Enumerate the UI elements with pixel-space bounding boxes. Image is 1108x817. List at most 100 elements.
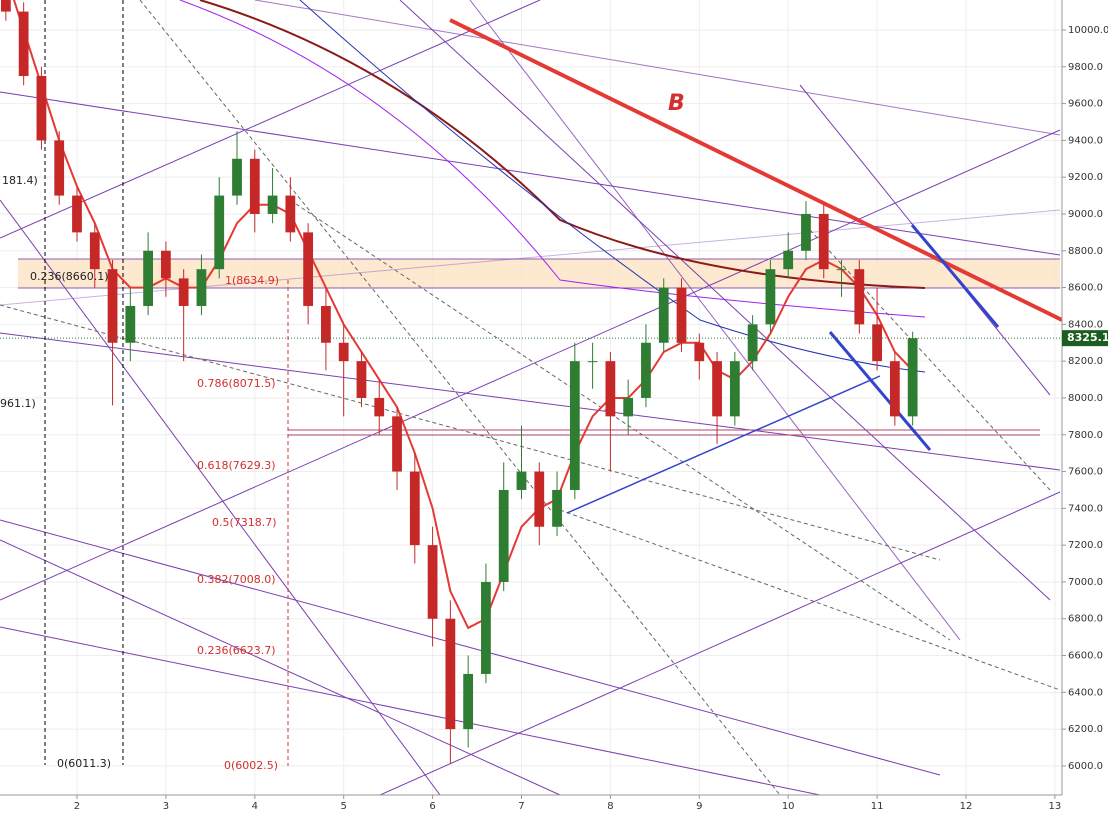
candle-body	[232, 158, 242, 196]
y-tick-label: 7400.0	[1068, 503, 1103, 514]
candle-body	[605, 361, 616, 417]
candle-body	[214, 195, 225, 270]
x-tick-label: 11	[871, 801, 884, 812]
candle-body	[267, 195, 278, 214]
candle-body	[481, 581, 491, 674]
y-tick-label: 7200.0	[1068, 540, 1103, 551]
candle-body	[18, 11, 29, 76]
annotation: 0.5(7318.7)	[212, 516, 277, 529]
candle-body	[196, 269, 207, 306]
y-tick-label: 6800.0	[1068, 614, 1103, 625]
dashed-lines	[0, 0, 1061, 796]
candle-body	[463, 673, 474, 730]
main-trendline	[449, 18, 1063, 322]
candle-body	[0, 0, 11, 12]
blue-trendline	[566, 375, 881, 514]
x-tick-label: 9	[696, 801, 702, 812]
purple-ma	[179, 0, 926, 318]
candle-body	[712, 361, 722, 417]
annotation: 0(6002.5)	[224, 759, 278, 772]
candle-body	[143, 250, 153, 306]
y-tick-label: 6200.0	[1068, 724, 1103, 735]
candle-body	[36, 75, 47, 141]
annotation: 0.382(7008.0)	[197, 573, 276, 586]
x-tick-label: 6	[429, 801, 435, 812]
y-tick-label: 9800.0	[1068, 62, 1103, 73]
candle-body	[303, 232, 314, 306]
candle-body	[374, 397, 385, 417]
candle-body	[783, 250, 794, 270]
x-tick-label: 4	[252, 801, 258, 812]
candle-body	[872, 324, 882, 362]
candle-body	[125, 305, 136, 343]
candle-body	[587, 361, 598, 363]
y-tick-label: 6000.0	[1068, 761, 1103, 772]
grid	[0, 0, 1062, 795]
candle-body	[641, 342, 651, 398]
annotation: B	[668, 91, 685, 116]
candle-body	[338, 342, 349, 362]
candle-body	[658, 287, 669, 343]
y-tick-label: 7000.0	[1068, 577, 1103, 588]
y-tick-label: 6400.0	[1068, 687, 1103, 698]
candle-body	[836, 269, 847, 271]
candle-body	[107, 269, 118, 343]
annotation: 181.4)	[2, 174, 38, 187]
candle-body	[72, 195, 82, 233]
x-tick-label: 3	[163, 801, 169, 812]
y-tick-label: 8600.0	[1068, 283, 1103, 294]
candle-body	[765, 269, 776, 325]
x-tick-label: 12	[960, 801, 973, 812]
y-tick-label: 8400.0	[1068, 319, 1103, 330]
y-tick-label: 6600.0	[1068, 651, 1103, 662]
candle-body	[54, 140, 65, 196]
moving-average	[12, 0, 914, 630]
candle-body	[534, 471, 545, 527]
y-tick-label: 8200.0	[1068, 356, 1103, 367]
candle-body	[356, 361, 367, 398]
y-tick-label: 8800.0	[1068, 246, 1103, 257]
x-tick-label: 10	[782, 801, 795, 812]
candle-body	[516, 471, 527, 490]
axes: 6000.0 6200.0 6400.0 6600.0 6800.0 7000.0 7200…	[0, 25, 1108, 812]
candle-body	[409, 471, 420, 546]
candle-body	[623, 397, 634, 417]
y-tick-label: 9600.0	[1068, 99, 1103, 110]
annotation: 0.236(8660.1)	[30, 270, 109, 283]
blue-trendline	[828, 331, 932, 451]
candle-body	[676, 287, 687, 343]
fib-zone	[18, 259, 1060, 288]
y-tick-label: 7600.0	[1068, 467, 1103, 478]
y-tick-label: 9200.0	[1068, 172, 1103, 183]
candle-body	[552, 489, 562, 527]
candle-body	[321, 305, 331, 343]
candle-body	[747, 324, 758, 362]
blue-ma	[299, 0, 926, 373]
x-tick-label: 13	[1049, 801, 1062, 812]
candle-body	[907, 338, 918, 417]
candle-body	[889, 361, 900, 417]
y-tick-label: 8000.0	[1068, 393, 1103, 404]
candle-body	[178, 278, 189, 306]
y-tick-label: 9400.0	[1068, 135, 1103, 146]
candle-body	[285, 195, 296, 233]
candle-body	[392, 416, 402, 472]
annotation: 0.786(8071.5)	[197, 377, 276, 390]
annotation: 961.1)	[0, 397, 36, 410]
y-tick-label: 10000.0	[1068, 25, 1108, 36]
last-price-box	[1062, 330, 1108, 347]
blue-trendline	[910, 224, 1000, 328]
y-tick-label: 7800.0	[1068, 430, 1103, 441]
x-tick-label: 8	[607, 801, 613, 812]
candle-body	[445, 618, 456, 730]
plot	[0, 0, 1062, 765]
candle-body	[818, 213, 829, 270]
candle-body	[249, 158, 260, 214]
candle-body	[854, 269, 865, 325]
candle-body	[694, 342, 705, 362]
annotation: 0(6011.3)	[57, 757, 111, 770]
y-tick-label: 9000.0	[1068, 209, 1103, 220]
x-axis-bg	[0, 795, 1108, 817]
candle-body	[427, 545, 438, 619]
candle-body	[89, 232, 100, 270]
